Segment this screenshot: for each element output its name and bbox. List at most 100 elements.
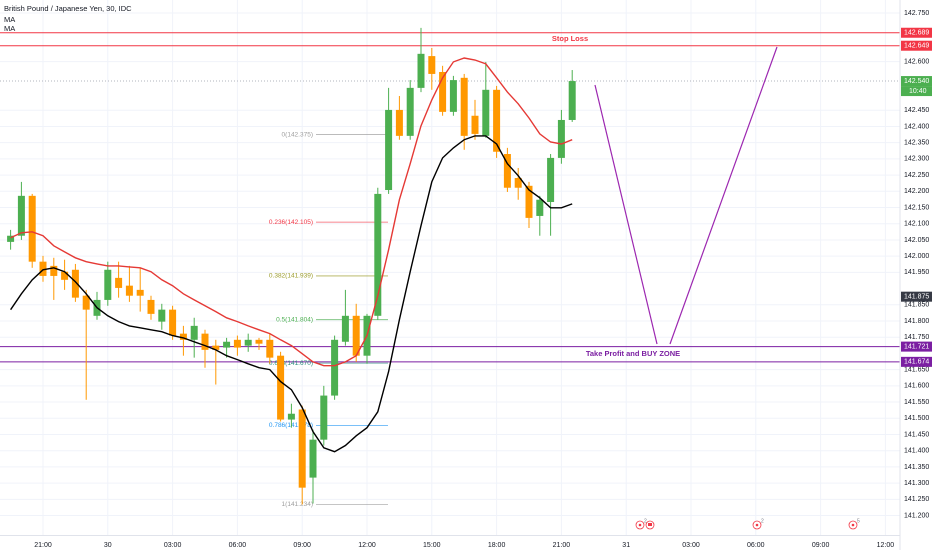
projection-leg bbox=[669, 46, 778, 345]
candle-body bbox=[503, 154, 511, 188]
y-tick-label: 141.600 bbox=[904, 383, 929, 390]
price-label-bg bbox=[901, 76, 932, 87]
y-tick-label: 142.250 bbox=[904, 172, 929, 179]
candle-body bbox=[287, 413, 295, 420]
x-tick-label: 21:00 bbox=[34, 542, 52, 549]
y-tick-label: 142.450 bbox=[904, 107, 929, 114]
y-tick-label: 141.950 bbox=[904, 269, 929, 276]
price-label-bg bbox=[901, 40, 932, 51]
price-label: 141.875 bbox=[904, 294, 929, 301]
candle-body bbox=[212, 345, 220, 350]
x-tick-label: 03:00 bbox=[164, 542, 182, 549]
x-tick-label: 06:00 bbox=[747, 542, 765, 549]
grid bbox=[0, 0, 900, 535]
y-tick-label: 141.450 bbox=[904, 431, 929, 438]
candle-body bbox=[136, 289, 144, 296]
y-tick-label: 141.550 bbox=[904, 399, 929, 406]
ma-line bbox=[10, 135, 573, 453]
projection-leg bbox=[594, 84, 658, 345]
candles bbox=[7, 27, 576, 505]
event-count: 2 bbox=[644, 518, 647, 524]
candle-body bbox=[395, 109, 403, 136]
candle-body bbox=[449, 80, 457, 112]
y-tick-label: 142.150 bbox=[904, 204, 929, 211]
price-label: 142.649 bbox=[904, 43, 929, 50]
y-tick-label: 141.850 bbox=[904, 302, 929, 309]
x-tick-label: 09:00 bbox=[293, 542, 311, 549]
indicator-label: MA bbox=[4, 15, 15, 24]
y-tick-label: 141.300 bbox=[904, 480, 929, 487]
moving-averages bbox=[10, 57, 573, 453]
y-tick-label: 142.350 bbox=[904, 140, 929, 147]
candle-body bbox=[547, 157, 555, 203]
y-tick-label: 141.350 bbox=[904, 464, 929, 471]
price-label: 141.674 bbox=[904, 359, 929, 366]
candle-body bbox=[277, 355, 285, 420]
candle-body bbox=[374, 193, 382, 316]
events: 2 2 5 bbox=[635, 518, 860, 530]
fib-label: 1(141.234) bbox=[282, 501, 313, 508]
price-label: 141.721 bbox=[904, 343, 929, 350]
y-tick-label: 142.400 bbox=[904, 123, 929, 130]
fib-label: 0(142.375) bbox=[282, 131, 313, 138]
fib-label: 0.236(142.105) bbox=[269, 219, 313, 226]
price-label-bg bbox=[901, 27, 932, 38]
candle-body bbox=[428, 56, 436, 74]
candle-body bbox=[482, 89, 490, 136]
candle-body bbox=[309, 439, 317, 478]
y-tick-label: 141.200 bbox=[904, 512, 929, 519]
fib-label: 0.5(141.804) bbox=[276, 316, 313, 323]
y-tick-label: 142.600 bbox=[904, 58, 929, 65]
x-tick-label: 31 bbox=[622, 542, 630, 549]
candle-body bbox=[179, 333, 187, 340]
candle-body bbox=[406, 87, 414, 136]
price-label-bg bbox=[901, 291, 932, 302]
candle-body bbox=[125, 285, 133, 296]
candle-body bbox=[298, 409, 306, 488]
candle-body bbox=[190, 325, 198, 340]
chart-title: British Pound / Japanese Yen, 30, IDC bbox=[4, 4, 132, 13]
candle-body bbox=[255, 339, 263, 344]
candle-body bbox=[169, 309, 177, 336]
candle-body bbox=[201, 333, 209, 350]
price-label-bg bbox=[901, 341, 932, 352]
annotations: Stop Loss Take Profit and BUY ZONE bbox=[552, 34, 680, 358]
axes: 142.750 142.600 142.450 142.400 142.350 142.3… bbox=[34, 10, 932, 549]
candle-body bbox=[28, 195, 36, 262]
candle-body bbox=[223, 341, 231, 348]
projection-drawing bbox=[594, 46, 778, 345]
candle-body bbox=[7, 235, 15, 242]
ma-line bbox=[10, 57, 573, 367]
price-label: 142.689 bbox=[904, 30, 929, 37]
candle-body bbox=[233, 339, 241, 348]
candle-body bbox=[493, 89, 501, 152]
candle-body bbox=[385, 109, 393, 191]
candle-body bbox=[460, 77, 468, 136]
y-tick-label: 142.000 bbox=[904, 253, 929, 260]
fib-label: 0.382(141.939) bbox=[269, 273, 313, 280]
event-count: 2 bbox=[761, 518, 764, 524]
event-dot bbox=[851, 523, 855, 527]
event-dot bbox=[638, 523, 642, 527]
candle-body bbox=[104, 269, 112, 300]
y-tick-label: 142.300 bbox=[904, 156, 929, 163]
event-dot bbox=[755, 523, 759, 527]
candle-body bbox=[39, 261, 47, 276]
candle-body bbox=[568, 81, 576, 120]
countdown-bg bbox=[901, 86, 932, 97]
candle-body bbox=[536, 199, 544, 216]
candle-body bbox=[471, 115, 479, 134]
candle-body bbox=[115, 277, 123, 288]
x-tick-label: 03:00 bbox=[682, 542, 700, 549]
candle-body bbox=[417, 53, 425, 88]
candle-body bbox=[17, 195, 25, 236]
candle-body bbox=[331, 339, 339, 396]
y-tick-label: 141.500 bbox=[904, 415, 929, 422]
x-tick-label: 30 bbox=[104, 542, 112, 549]
candle-body bbox=[557, 119, 565, 158]
candle-body bbox=[525, 185, 533, 218]
x-tick-label: 21:00 bbox=[553, 542, 571, 549]
candle-body bbox=[82, 295, 90, 310]
